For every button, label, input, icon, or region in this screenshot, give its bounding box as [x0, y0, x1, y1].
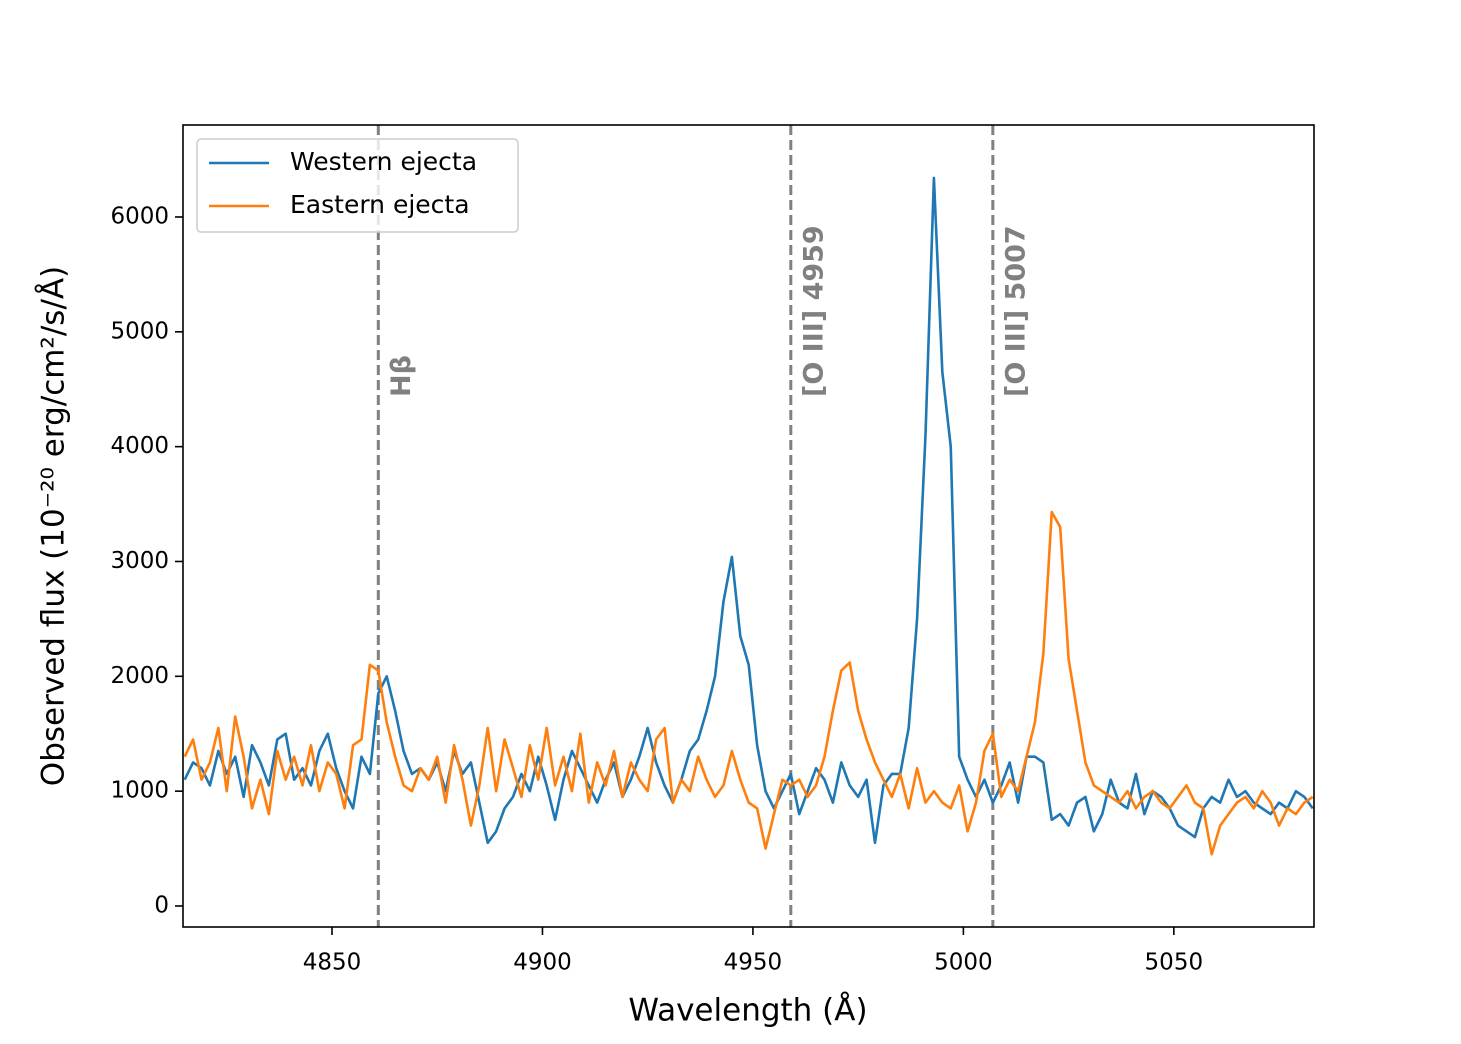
- series-line: [183, 510, 1314, 856]
- y-tick-label: 6000: [110, 203, 169, 229]
- annotation: [O III] 5007: [1000, 225, 1031, 397]
- x-tick-label: 4850: [303, 950, 362, 976]
- x-tick-label: 5050: [1145, 950, 1204, 976]
- x-tick-label: 4950: [724, 950, 783, 976]
- y-tick-label: 1000: [110, 778, 169, 804]
- annotation: Hβ: [386, 355, 417, 397]
- series-line: [183, 176, 1314, 845]
- annotation: [O III] 4959: [798, 225, 829, 397]
- legend-box: [196, 138, 519, 233]
- legend-label: Western ejecta: [290, 147, 477, 176]
- x-axis-label: Wavelength (Å): [628, 993, 867, 1029]
- y-tick-label: 0: [154, 892, 169, 918]
- y-tick-label: 5000: [110, 318, 169, 344]
- y-tick-label: 2000: [110, 663, 169, 689]
- legend-label: Eastern ejecta: [290, 190, 470, 219]
- x-tick-label: 5000: [934, 950, 993, 976]
- y-tick-label: 4000: [110, 433, 169, 459]
- y-tick-label: 3000: [110, 548, 169, 574]
- y-axis-label: Observed flux (10⁻²⁰ erg/cm²/s/Å): [36, 266, 72, 786]
- x-tick-label: 4900: [513, 950, 572, 976]
- axes-frame: [182, 124, 1315, 928]
- plot-area: [183, 125, 1314, 927]
